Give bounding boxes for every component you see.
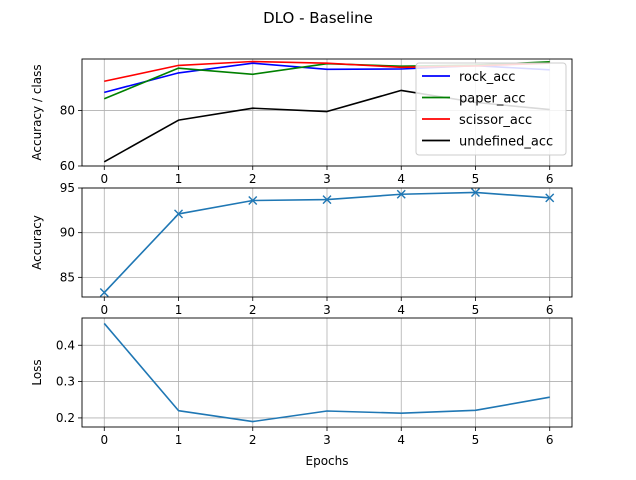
x-tick-label: 4 xyxy=(397,172,405,186)
accuracy-point xyxy=(248,196,258,206)
x-tick-label: 0 xyxy=(100,433,108,447)
x-tick-label: 2 xyxy=(249,172,257,186)
loss-panel: 0 1 2 3 4 5 6 0.2 0.3 0.4 Loss Epochs xyxy=(30,317,573,468)
rock-acc-legend-label: rock_acc xyxy=(459,70,515,85)
accuracy-point xyxy=(322,195,332,205)
y-tick-label: 0.4 xyxy=(56,338,75,352)
y-tick-label: 90 xyxy=(60,226,75,240)
accuracy-point xyxy=(174,209,184,219)
x-tick-label: 1 xyxy=(175,172,183,186)
y-axis-label: Accuracy xyxy=(30,215,44,270)
x-tick-label: 5 xyxy=(472,303,480,317)
y-tick-label: 60 xyxy=(60,159,75,173)
loss-line xyxy=(103,322,550,423)
x-tick-label: 3 xyxy=(323,303,331,317)
axes-frame xyxy=(81,58,573,167)
axes-frame xyxy=(81,187,573,298)
x-tick-label: 4 xyxy=(397,433,405,447)
accuracy-point xyxy=(545,193,555,203)
x-tick-label: 1 xyxy=(175,303,183,317)
y-tick-label: 80 xyxy=(60,103,75,117)
x-tick-label: 2 xyxy=(249,303,257,317)
y-tick-label: 0.2 xyxy=(56,411,75,425)
x-tick-label: 3 xyxy=(323,172,331,186)
x-tick-label: 1 xyxy=(175,433,183,447)
x-tick-label: 5 xyxy=(472,433,480,447)
x-axis-label: Epochs xyxy=(306,454,349,468)
undefined-acc-legend-label: undefined_acc xyxy=(459,135,553,150)
y-axis-label: Accuracy / class xyxy=(30,64,44,160)
axes-frame xyxy=(81,317,573,428)
class-accuracy-panel: 0 1 2 3 4 5 6 60 80 Accuracy / class rock_accpaper… xyxy=(30,58,573,186)
x-tick-label: 2 xyxy=(249,433,257,447)
accuracy-point xyxy=(396,189,406,199)
scissor-acc-legend-label: scissor_acc xyxy=(459,113,532,128)
paper-acc-legend-label: paper_acc xyxy=(459,92,526,107)
x-tick-label: 6 xyxy=(546,303,554,317)
x-tick-label: 6 xyxy=(546,172,554,186)
legend: rock_acc paper_acc scissor_acc undefined_ac… xyxy=(415,62,567,156)
y-tick-label: 95 xyxy=(60,181,75,195)
chart-title: DLO - Baseline xyxy=(263,9,373,27)
y-tick-label: 0.3 xyxy=(56,375,75,389)
y-axis-label: Loss xyxy=(30,359,44,385)
accuracy-panel: 0 1 2 3 4 5 6 85 90 95 Accuracy xyxy=(30,181,573,317)
y-tick-label: 85 xyxy=(60,270,75,284)
x-tick-label: 0 xyxy=(100,303,108,317)
accuracy-point xyxy=(99,288,109,298)
x-tick-label: 3 xyxy=(323,433,331,447)
accuracy-point xyxy=(470,187,480,197)
x-tick-label: 5 xyxy=(472,172,480,186)
x-tick-label: 6 xyxy=(546,433,554,447)
x-tick-label: 4 xyxy=(397,303,405,317)
x-tick-label: 0 xyxy=(100,172,108,186)
legend-box xyxy=(415,62,567,156)
